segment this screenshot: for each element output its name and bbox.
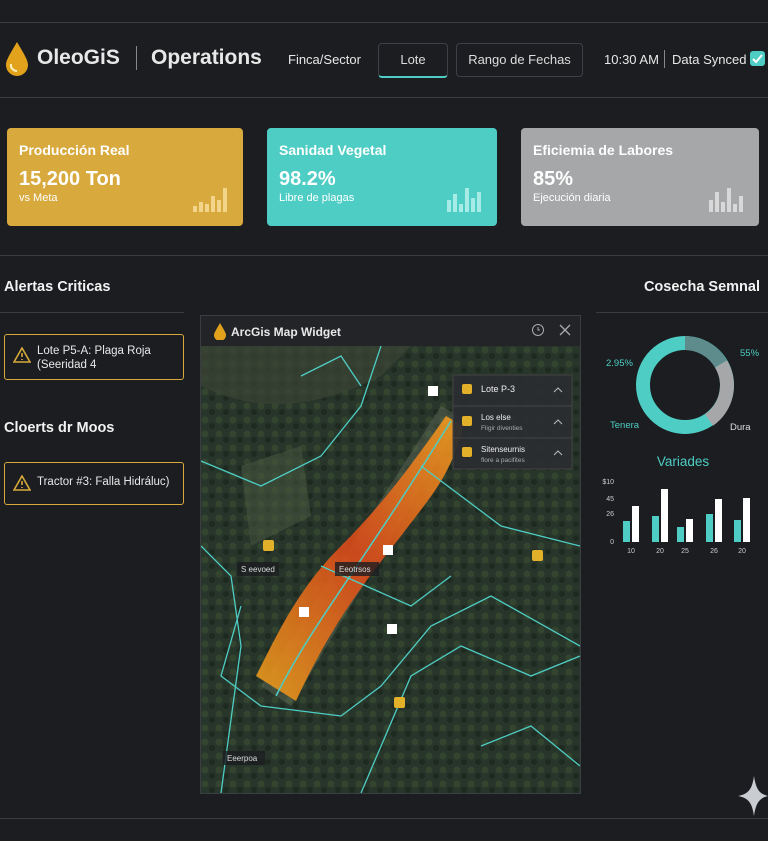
popup-sub: flore a pacifites — [481, 457, 525, 464]
alert-item[interactable]: Lote P5-A: Plaga Roja (Seeridad 4 — [4, 334, 184, 380]
separator — [136, 46, 137, 70]
map-label: Eeotrsos — [339, 565, 371, 574]
kpi-sub: vs Meta — [19, 192, 58, 204]
warning-icon — [13, 347, 31, 363]
donut — [636, 336, 734, 434]
separator — [664, 50, 665, 68]
map-title: ArcGis Map Widget — [231, 325, 341, 339]
kpi-card: Producción Real 15,200 Ton vs Meta — [7, 128, 243, 226]
bars-title: Variades — [657, 454, 710, 469]
sync-status: Data Synced — [672, 52, 747, 67]
divider — [0, 312, 184, 313]
divider — [0, 97, 768, 98]
bars — [623, 489, 750, 542]
machines-title: Cloerts dr Moos — [4, 420, 115, 436]
map-popup: Lote P-3 Los else Fligir diventies Siten… — [452, 374, 573, 470]
alert-item[interactable]: Tractor #3: Falla Hidráluc) — [4, 462, 184, 505]
kpi-title: Eficiemia de Labores — [533, 142, 674, 158]
map-widget: ArcGis Map Widget S eevoed Eeotrsos Eeer… — [200, 315, 581, 794]
y-tick-label: 45 — [606, 496, 614, 503]
divider — [0, 22, 768, 23]
spark-icon — [193, 188, 227, 212]
kpi-value: 15,200 Ton — [19, 168, 121, 190]
logo-icon — [6, 42, 28, 76]
kpi-title: Sanidad Vegetal — [279, 142, 387, 158]
kpi-value: 85% — [533, 168, 574, 190]
x-tick-label: 10 — [627, 548, 635, 555]
spark-icon — [447, 188, 481, 212]
kpi-title: Producción Real — [19, 142, 130, 158]
kpi-card: Sanidad Vegetal 98.2% Libre de plagas — [267, 128, 497, 226]
spark-icon — [709, 188, 743, 212]
nav-tab[interactable]: Rango de Fechas — [456, 43, 583, 77]
donut-label: Tenera — [610, 420, 640, 431]
map-logo — [214, 323, 226, 340]
divider — [0, 255, 768, 256]
sync-check — [750, 51, 765, 66]
donut-label: Dura — [730, 422, 751, 433]
donut-label: 2.95% — [606, 358, 633, 369]
map-view[interactable]: S eevoed Eeotrsos Eeerpoa Lote P-3 Los e… — [201, 346, 580, 793]
y-tick-label: 26 — [606, 511, 614, 518]
brand: OleoGiS — [37, 46, 120, 69]
nav-link[interactable]: Finca/Sector — [288, 52, 361, 67]
harvest-title: Cosecha Semnal — [643, 279, 760, 295]
popup-sub: Fligir diventies — [481, 425, 523, 432]
alert-text: Tractor #3: Falla Hidráluc) — [37, 476, 170, 488]
y-tick-label: 0 — [610, 539, 614, 546]
section-title: Operations — [151, 46, 262, 69]
x-tick-label: 20 — [656, 548, 664, 555]
kpi-card: Eficiemia de Labores 85% Ejecución diaria — [521, 128, 759, 226]
donut-label: 55% — [740, 348, 760, 359]
nav-tab[interactable]: Lote — [378, 43, 448, 78]
map-controls[interactable] — [531, 322, 575, 338]
divider — [596, 312, 768, 313]
map-label: Eeerpoa — [227, 754, 258, 763]
x-tick-label: 20 — [738, 548, 746, 555]
divider — [0, 818, 768, 819]
alert-text: Lote P5-A: Plaga Roja (Seeridad 4 — [37, 345, 151, 371]
x-tick-label: 25 — [681, 548, 689, 555]
kpi-sub: Ejecución diaria — [533, 192, 611, 204]
y-tick-label: $10 — [602, 479, 614, 486]
x-tick-label: 26 — [710, 548, 718, 555]
kpi-sub: Libre de plagas — [279, 192, 355, 204]
time: 10:30 AM — [604, 52, 659, 67]
popup-title[interactable]: Los else — [481, 413, 511, 422]
harvest-charts: 2.95% 55% Tenera Dura Variades $10 45 26… — [602, 336, 760, 555]
alerts-title: Alertas Criticas — [4, 279, 111, 295]
sparkle-icon — [738, 776, 768, 816]
popup-title[interactable]: Sitenseurnis — [481, 445, 525, 454]
warning-icon — [13, 475, 31, 491]
popup-title[interactable]: Lote P-3 — [481, 384, 515, 394]
map-label: S eevoed — [241, 565, 275, 574]
kpi-value: 98.2% — [279, 168, 336, 190]
